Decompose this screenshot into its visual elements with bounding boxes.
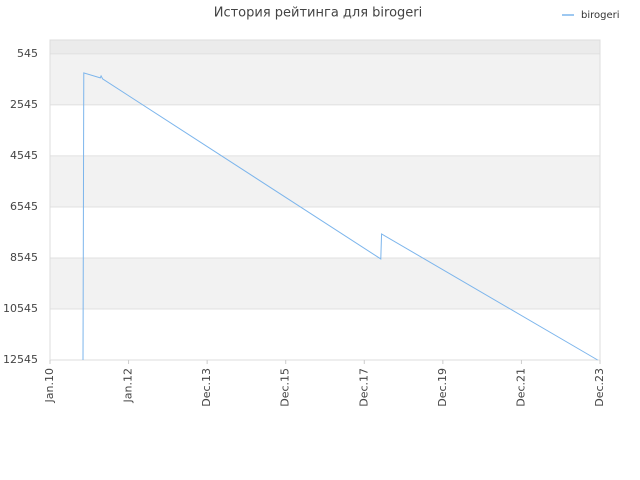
y-tick-label: 545 — [17, 47, 38, 60]
y-tick-label: 4545 — [10, 149, 38, 162]
legend-label: birogeri — [581, 10, 620, 21]
y-tick-label: 2545 — [10, 98, 38, 111]
plot-border — [49, 39, 601, 361]
y-tick-label: 6545 — [10, 200, 38, 213]
x-tick-label: Dec.17 — [357, 368, 370, 407]
line — [82, 72, 598, 361]
plot-band — [50, 40, 600, 54]
x-tick-label: Jan.12 — [122, 368, 135, 403]
x-tick-label: Dec.15 — [279, 368, 292, 407]
x-tick-label: Dec.23 — [593, 368, 606, 407]
x-tick-label: Dec.21 — [514, 368, 527, 407]
x-tick-label: Dec.19 — [436, 368, 449, 407]
plot-band — [50, 155, 600, 207]
chart-title: История рейтинга для birogeri — [214, 6, 423, 21]
plot-band — [50, 53, 600, 105]
plot-band — [50, 257, 600, 309]
x-tick-label: Jan.10 — [43, 368, 56, 403]
x-tick-label: Dec.13 — [200, 368, 213, 407]
y-tick-label: 10545 — [3, 302, 38, 315]
y-tick-label: 12545 — [3, 353, 38, 366]
y-tick-label: 8545 — [10, 251, 38, 264]
